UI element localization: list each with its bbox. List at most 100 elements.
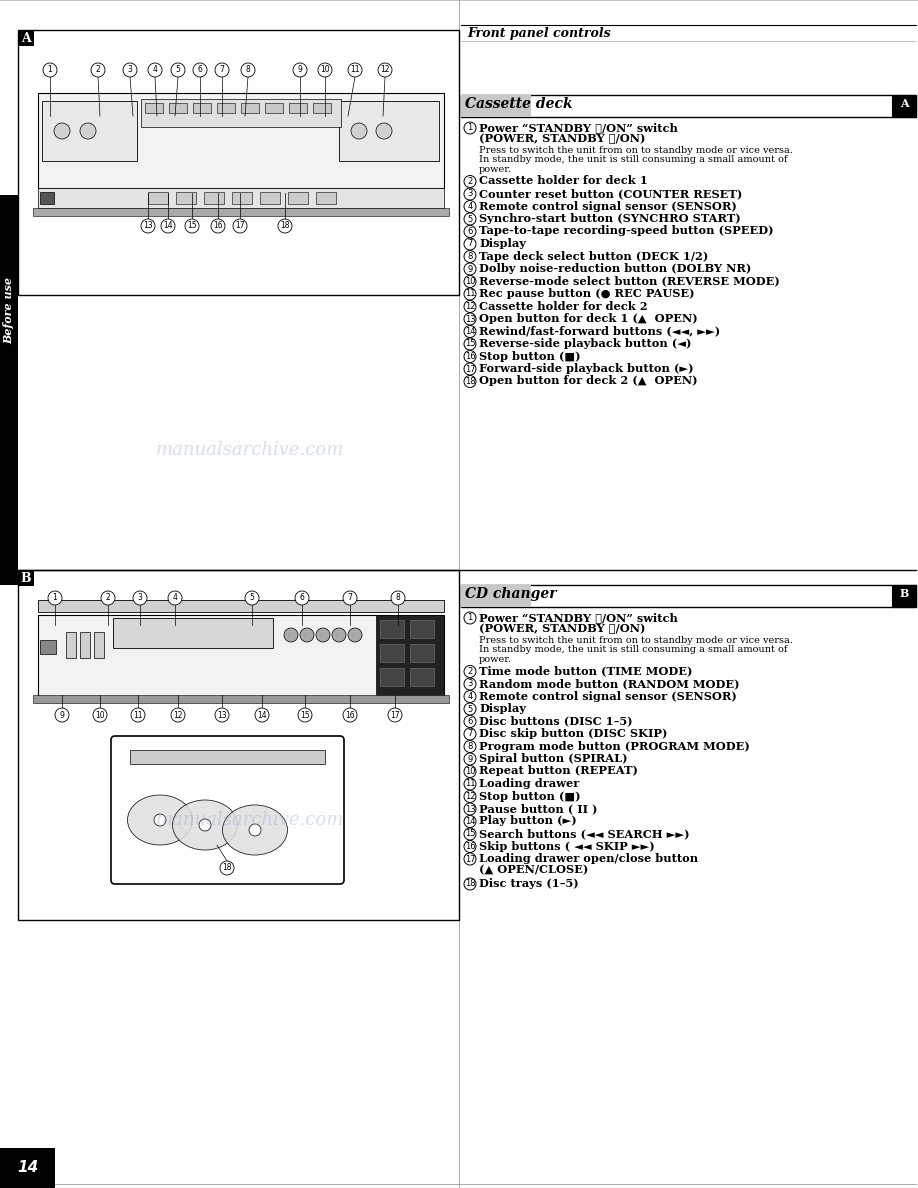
Text: 11: 11 (133, 710, 143, 720)
Ellipse shape (222, 805, 287, 855)
Text: 12: 12 (465, 792, 476, 801)
Text: 2: 2 (106, 594, 110, 602)
Text: Remote control signal sensor (SENSOR): Remote control signal sensor (SENSOR) (479, 690, 737, 701)
Circle shape (464, 326, 476, 337)
Text: 1: 1 (52, 594, 57, 602)
Text: Power “STANDBY ⏻/ON” switch: Power “STANDBY ⏻/ON” switch (479, 612, 677, 623)
Circle shape (351, 124, 367, 139)
Bar (169, 103, 187, 113)
Text: 8: 8 (467, 742, 473, 751)
Text: 6: 6 (467, 718, 473, 726)
Circle shape (278, 219, 292, 233)
Bar (380, 644, 404, 662)
Text: 17: 17 (390, 710, 400, 720)
Circle shape (141, 219, 155, 233)
Text: 13: 13 (465, 804, 476, 814)
Text: Spiral button (SPIRAL): Spiral button (SPIRAL) (479, 753, 628, 764)
Text: 5: 5 (250, 594, 254, 602)
Text: Disc buttons (DISC 1–5): Disc buttons (DISC 1–5) (479, 715, 633, 727)
Circle shape (464, 878, 476, 890)
Circle shape (464, 213, 476, 225)
Text: CD changer: CD changer (465, 587, 556, 601)
Text: Loading drawer open/close button: Loading drawer open/close button (479, 853, 698, 864)
Bar (42, 101, 137, 162)
Text: power.: power. (479, 655, 512, 664)
Text: 9: 9 (60, 710, 64, 720)
Circle shape (300, 628, 314, 642)
Bar (265, 103, 283, 113)
Text: Play button (►): Play button (►) (479, 815, 577, 827)
Circle shape (464, 364, 476, 375)
Circle shape (215, 708, 229, 722)
Circle shape (464, 350, 476, 362)
Text: 5: 5 (467, 215, 473, 223)
Text: 14: 14 (17, 1161, 39, 1175)
Circle shape (154, 814, 166, 826)
Circle shape (464, 312, 476, 326)
Bar (232, 192, 252, 204)
Text: Program mode button (PROGRAM MODE): Program mode button (PROGRAM MODE) (479, 740, 750, 752)
Circle shape (464, 728, 476, 740)
Text: 7: 7 (219, 65, 224, 75)
Bar (313, 103, 331, 113)
Text: 4: 4 (152, 65, 158, 75)
Text: 10: 10 (95, 710, 105, 720)
Bar (410, 620, 434, 638)
Text: In standby mode, the unit is still consuming a small amount of: In standby mode, the unit is still consu… (479, 156, 788, 164)
Text: Cassette holder for deck 1: Cassette holder for deck 1 (479, 176, 648, 187)
Text: 8: 8 (246, 65, 251, 75)
Bar (145, 103, 163, 113)
Text: Open button for deck 2 (▲  OPEN): Open button for deck 2 (▲ OPEN) (479, 375, 698, 386)
Text: Press to switch the unit from on to standby mode or vice versa.: Press to switch the unit from on to stan… (479, 636, 793, 645)
Circle shape (168, 590, 182, 605)
Text: 12: 12 (465, 302, 476, 311)
Circle shape (464, 375, 476, 387)
Text: 6: 6 (467, 227, 473, 236)
Circle shape (131, 708, 145, 722)
Text: Power “STANDBY ⏻/ON” switch: Power “STANDBY ⏻/ON” switch (479, 122, 677, 133)
Text: A: A (21, 32, 31, 45)
Text: 10: 10 (320, 65, 330, 75)
Bar (376, 615, 444, 695)
Text: 10: 10 (465, 767, 476, 776)
Circle shape (464, 840, 476, 853)
Circle shape (123, 63, 137, 77)
Circle shape (161, 219, 175, 233)
Text: Stop button (■): Stop button (■) (479, 790, 580, 802)
Text: Stop button (■): Stop button (■) (479, 350, 580, 361)
Bar (130, 750, 325, 764)
Text: B: B (900, 588, 909, 599)
Bar (380, 620, 404, 638)
Circle shape (193, 63, 207, 77)
Circle shape (185, 219, 199, 233)
Text: 4: 4 (467, 691, 473, 701)
Text: 18: 18 (280, 221, 290, 230)
Text: Synchro-start button (SYNCHRO START): Synchro-start button (SYNCHRO START) (479, 213, 741, 225)
Text: Before use: Before use (4, 277, 15, 343)
Circle shape (464, 765, 476, 777)
Circle shape (343, 590, 357, 605)
Bar (33, 695, 449, 703)
Circle shape (464, 690, 476, 702)
Text: 7: 7 (467, 240, 473, 248)
Bar (94, 632, 104, 658)
Bar (892, 584, 916, 607)
Circle shape (43, 63, 57, 77)
Circle shape (295, 590, 309, 605)
Text: 4: 4 (467, 202, 473, 211)
Text: 3: 3 (138, 594, 142, 602)
Circle shape (343, 708, 357, 722)
Circle shape (284, 628, 298, 642)
Circle shape (293, 63, 307, 77)
Bar (289, 103, 307, 113)
Text: 16: 16 (345, 710, 355, 720)
Text: (▲ OPEN/CLOSE): (▲ OPEN/CLOSE) (479, 865, 588, 876)
Circle shape (464, 678, 476, 690)
Text: 1: 1 (467, 124, 473, 133)
Text: 11: 11 (465, 290, 476, 298)
Text: Loading drawer: Loading drawer (479, 778, 579, 789)
Circle shape (249, 824, 261, 836)
Text: (POWER, STANDBY ⏻/ON): (POWER, STANDBY ⏻/ON) (479, 133, 645, 145)
Circle shape (93, 708, 107, 722)
Bar (217, 103, 235, 113)
